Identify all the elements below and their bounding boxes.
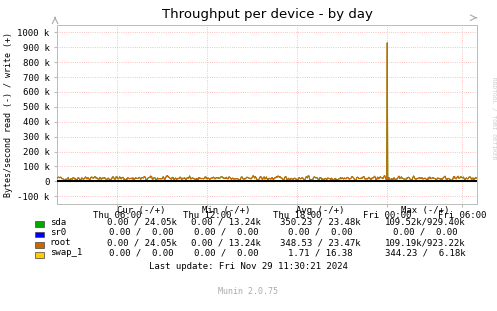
Text: 1.71 / 16.38: 1.71 / 16.38 bbox=[288, 248, 353, 257]
Title: Throughput per device - by day: Throughput per device - by day bbox=[162, 8, 373, 21]
Text: 109.19k/923.22k: 109.19k/923.22k bbox=[385, 238, 465, 247]
Text: swap_1: swap_1 bbox=[50, 248, 82, 257]
Text: Munin 2.0.75: Munin 2.0.75 bbox=[219, 287, 278, 296]
Text: 0.00 /  0.00: 0.00 / 0.00 bbox=[393, 228, 457, 237]
Y-axis label: Bytes/second read (-) / write (+): Bytes/second read (-) / write (+) bbox=[4, 32, 13, 197]
Text: 0.00 / 13.24k: 0.00 / 13.24k bbox=[191, 217, 261, 226]
Text: 344.23 /  6.18k: 344.23 / 6.18k bbox=[385, 248, 465, 257]
Text: 0.00 / 13.24k: 0.00 / 13.24k bbox=[191, 238, 261, 247]
Text: root: root bbox=[50, 238, 71, 247]
Text: 0.00 / 24.05k: 0.00 / 24.05k bbox=[107, 217, 176, 226]
Text: 0.00 /  0.00: 0.00 / 0.00 bbox=[109, 248, 174, 257]
Text: 0.00 / 24.05k: 0.00 / 24.05k bbox=[107, 238, 176, 247]
Text: RRDTOOL / TOBI OETIKER: RRDTOOL / TOBI OETIKER bbox=[491, 77, 496, 160]
Text: sr0: sr0 bbox=[50, 228, 66, 237]
Text: Avg (-/+): Avg (-/+) bbox=[296, 206, 345, 215]
Text: 0.00 /  0.00: 0.00 / 0.00 bbox=[288, 228, 353, 237]
Text: 350.23 / 23.48k: 350.23 / 23.48k bbox=[280, 217, 361, 226]
Text: Last update: Fri Nov 29 11:30:21 2024: Last update: Fri Nov 29 11:30:21 2024 bbox=[149, 262, 348, 271]
Text: 109.52k/929.40k: 109.52k/929.40k bbox=[385, 217, 465, 226]
Text: 0.00 /  0.00: 0.00 / 0.00 bbox=[109, 228, 174, 237]
Text: 348.53 / 23.47k: 348.53 / 23.47k bbox=[280, 238, 361, 247]
Text: 0.00 /  0.00: 0.00 / 0.00 bbox=[194, 248, 258, 257]
Text: Max (-/+): Max (-/+) bbox=[401, 206, 449, 215]
Text: sda: sda bbox=[50, 217, 66, 226]
Text: 0.00 /  0.00: 0.00 / 0.00 bbox=[194, 228, 258, 237]
Text: Cur (-/+): Cur (-/+) bbox=[117, 206, 166, 215]
Text: Min (-/+): Min (-/+) bbox=[202, 206, 250, 215]
